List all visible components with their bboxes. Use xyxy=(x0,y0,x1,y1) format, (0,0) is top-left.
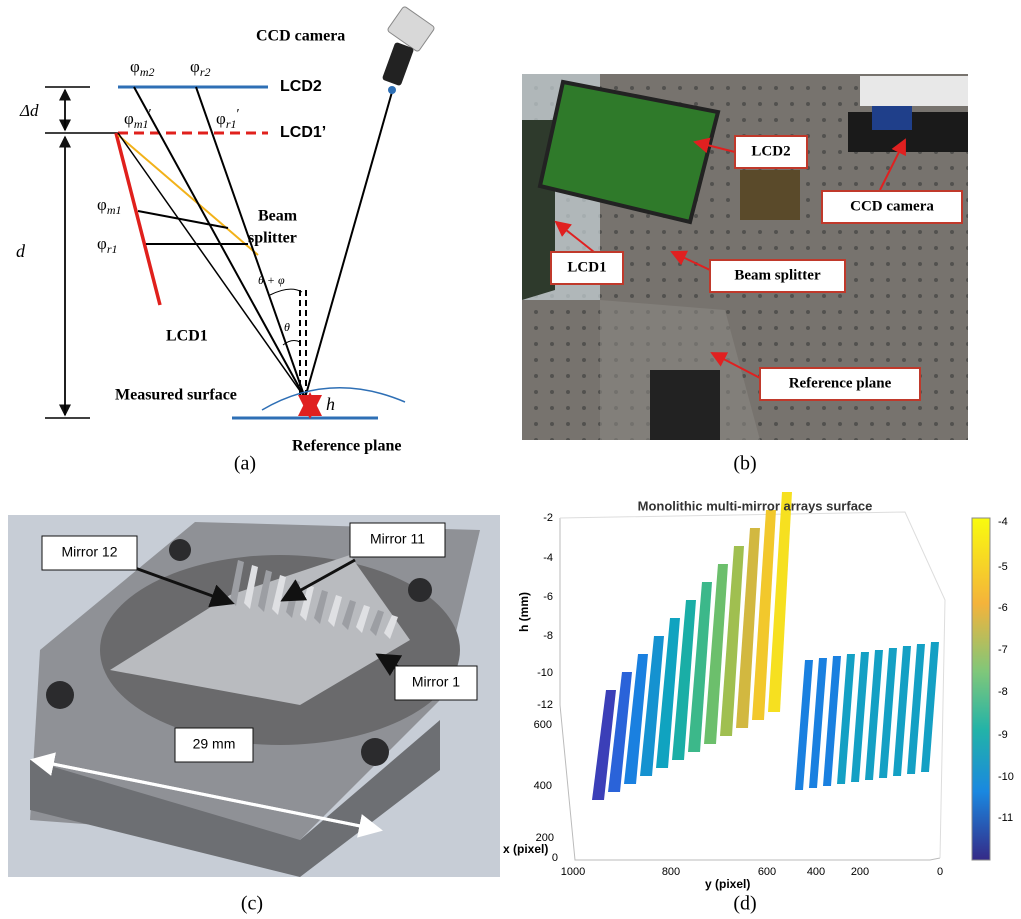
phase-symbol: φ xyxy=(97,234,107,253)
setup-photo: LCD2 CCD camera LCD1 Beam splitter Reference… xyxy=(522,74,968,440)
z-tick-label: -4 xyxy=(543,552,553,564)
phase-label: φr1 xyxy=(97,234,117,256)
phase-subscript: m2 xyxy=(140,65,155,79)
surface-plot: Monolithic multi-mirror arrays surface h… xyxy=(503,492,1014,891)
d-label: d xyxy=(16,241,26,261)
setup-label: Reference plane xyxy=(789,375,892,391)
theta-label: θ xyxy=(284,320,290,334)
colorbar-tick-label: -4 xyxy=(998,516,1008,528)
mirror-label: Mirror 1 xyxy=(412,674,460,690)
phase-label: φr1′ xyxy=(216,107,240,131)
x-tick-label: 200 xyxy=(536,832,554,844)
z-tick-label: -12 xyxy=(537,699,553,711)
phase-prime: ′ xyxy=(148,107,151,122)
h-label: h xyxy=(326,394,335,414)
y-axis-label: y (pixel) xyxy=(705,877,750,891)
z-axis-label: h (mm) xyxy=(517,592,531,632)
x-tick-label: 0 xyxy=(552,852,558,864)
y-tick-label: 200 xyxy=(851,866,869,878)
box xyxy=(860,76,968,106)
beam-label: Beam xyxy=(258,208,298,225)
board xyxy=(740,170,800,220)
surface-stripe xyxy=(921,642,939,772)
phase-symbol: φ xyxy=(216,109,226,128)
mirror-label: 29 mm xyxy=(193,736,236,752)
surface-stripe xyxy=(795,660,813,790)
phase-symbol: φ xyxy=(97,195,107,214)
phase-subscript: r1 xyxy=(226,117,237,131)
surface-stripe xyxy=(893,646,911,776)
phase-label: φm1 xyxy=(97,195,121,217)
phase-label: φm2 xyxy=(130,57,154,79)
phase-label: φr2 xyxy=(190,57,210,79)
delta-d-label: Δd xyxy=(19,101,39,120)
phase-subscript: m1 xyxy=(134,117,149,131)
z-tick-label: -8 xyxy=(543,630,553,642)
diagram: CCD camera LCD2 LCD1’ LCD1 Beam splitter… xyxy=(16,6,435,455)
mirror-label: Mirror 11 xyxy=(370,531,425,547)
panel-caption: (b) xyxy=(733,453,756,475)
surface-stripe xyxy=(865,650,883,780)
surface-stripe xyxy=(823,656,841,786)
phase-symbol: φ xyxy=(190,57,200,76)
mirror-photo: Mirror 12 Mirror 11 Mirror 1 29 mm xyxy=(8,515,500,877)
setup-label: LCD2 xyxy=(751,143,790,159)
phase-prime: ′ xyxy=(236,107,239,122)
plot-title: Monolithic multi-mirror arrays surface xyxy=(638,498,873,513)
reference-plane-label: Reference plane xyxy=(292,438,401,455)
colorbar-tick-label: -8 xyxy=(998,686,1008,698)
colorbar xyxy=(972,518,990,860)
beam-splitter-line xyxy=(118,135,258,255)
z-tick-label: -6 xyxy=(543,591,553,603)
colorbar-tick-label: -6 xyxy=(998,602,1008,614)
surface-stripe xyxy=(809,658,827,788)
y-tick-label: 600 xyxy=(758,866,776,878)
phase-subscript: m1 xyxy=(107,203,122,217)
y-tick-label: 1000 xyxy=(561,866,585,878)
panel-caption: (d) xyxy=(733,893,756,915)
mirror-label: Mirror 12 xyxy=(61,544,117,560)
lcd1-line xyxy=(116,133,160,305)
colorbar-tick-label: -5 xyxy=(998,561,1008,573)
y-tick-label: 0 xyxy=(937,866,943,878)
z-tick-label: -10 xyxy=(537,667,553,679)
phase-subscript: r2 xyxy=(200,65,211,79)
panel-caption: (c) xyxy=(241,893,263,915)
ray xyxy=(118,133,305,398)
figure: CCD camera LCD2 LCD1’ LCD1 Beam splitter… xyxy=(0,0,1021,919)
y-tick-label: 800 xyxy=(662,866,680,878)
colorbar-tick-label: -9 xyxy=(998,729,1008,741)
phase-subscript: r1 xyxy=(107,242,118,256)
setup-label: CCD camera xyxy=(850,198,934,214)
x-tick-label: 400 xyxy=(534,780,552,792)
setup-label: LCD1 xyxy=(567,259,606,275)
surface-stripe xyxy=(907,644,925,774)
measured-surface-label: Measured surface xyxy=(115,387,237,404)
surface-stripe xyxy=(879,648,897,778)
colorbar-tick-label: -7 xyxy=(998,644,1008,656)
lcd2-label: LCD2 xyxy=(280,78,322,95)
phase-symbol: φ xyxy=(124,109,134,128)
camera-label: CCD camera xyxy=(256,28,345,45)
stage xyxy=(650,370,720,440)
splitter-label: splitter xyxy=(248,230,297,247)
x-tick-label: 600 xyxy=(534,719,552,731)
lcd1-label: LCD1 xyxy=(166,328,208,345)
colorbar-tick-label: -10 xyxy=(998,771,1014,783)
surface-stripe xyxy=(837,654,855,784)
panel-caption: (a) xyxy=(234,453,256,475)
setup-label: Beam splitter xyxy=(734,267,821,283)
surface-stripe xyxy=(851,652,869,782)
z-tick-label: -2 xyxy=(543,512,553,524)
camera-icon xyxy=(382,6,435,94)
lcd1-prime-label: LCD1’ xyxy=(280,124,326,141)
theta-phi-label: θ + φ xyxy=(258,273,285,287)
angle-arc xyxy=(270,289,302,295)
x-axis-label: x (pixel) xyxy=(503,842,548,856)
phase-symbol: φ xyxy=(130,57,140,76)
colorbar-tick-label: -11 xyxy=(998,812,1013,824)
y-tick-label: 400 xyxy=(807,866,825,878)
